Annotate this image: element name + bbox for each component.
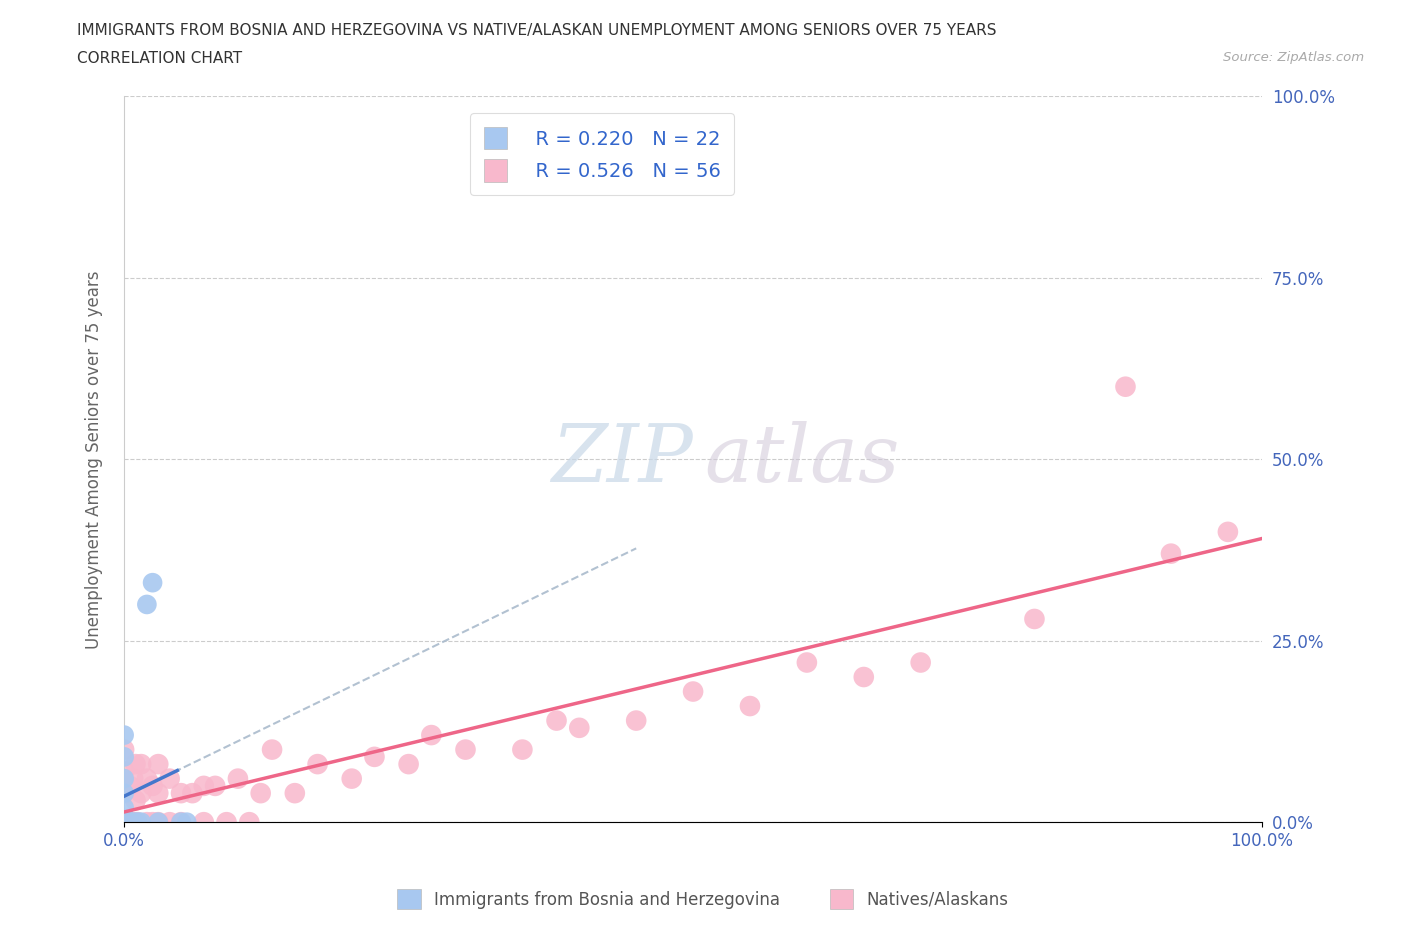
Point	[910, 655, 932, 670]
Point	[124, 815, 146, 830]
Point	[112, 771, 135, 786]
Point	[124, 815, 146, 830]
Point	[226, 771, 249, 786]
Point	[215, 815, 238, 830]
Point	[148, 786, 170, 801]
Point	[135, 815, 157, 830]
Point	[260, 742, 283, 757]
Point	[148, 815, 170, 830]
Point	[398, 757, 420, 772]
Point	[249, 786, 271, 801]
Point	[129, 815, 152, 830]
Point	[193, 815, 215, 830]
Point	[512, 742, 534, 757]
Point	[118, 815, 141, 830]
Point	[129, 757, 152, 772]
Point	[112, 786, 135, 801]
Point	[170, 786, 193, 801]
Text: CORRELATION CHART: CORRELATION CHART	[77, 51, 242, 66]
Point	[112, 815, 135, 830]
Point	[1216, 525, 1239, 539]
Point	[112, 742, 135, 757]
Point	[1160, 546, 1182, 561]
Point	[159, 771, 181, 786]
Legend: Immigrants from Bosnia and Herzegovina, Natives/Alaskans: Immigrants from Bosnia and Herzegovina, …	[389, 881, 1017, 917]
Point	[129, 786, 152, 801]
Point	[121, 815, 143, 830]
Point	[682, 684, 704, 699]
Text: IMMIGRANTS FROM BOSNIA AND HERZEGOVINA VS NATIVE/ALASKAN UNEMPLOYMENT AMONG SENI: IMMIGRANTS FROM BOSNIA AND HERZEGOVINA V…	[77, 23, 997, 38]
Point	[112, 815, 135, 830]
Point	[796, 655, 818, 670]
Point	[454, 742, 477, 757]
Legend:   R = 0.220   N = 22,   R = 0.526   N = 56: R = 0.220 N = 22, R = 0.526 N = 56	[470, 113, 734, 195]
Point	[238, 815, 260, 830]
Point	[121, 815, 143, 830]
Point	[148, 757, 170, 772]
Point	[142, 778, 165, 793]
Point	[135, 771, 157, 786]
Point	[112, 727, 135, 742]
Point	[568, 721, 591, 736]
Point	[112, 815, 135, 830]
Point	[307, 757, 329, 772]
Point	[112, 764, 135, 778]
Point	[176, 815, 198, 830]
Point	[124, 793, 146, 808]
Point	[122, 771, 145, 786]
Y-axis label: Unemployment Among Seniors over 75 years: Unemployment Among Seniors over 75 years	[86, 270, 103, 648]
Point	[546, 713, 568, 728]
Point	[363, 750, 385, 764]
Point	[738, 698, 761, 713]
Text: ZIP: ZIP	[551, 420, 693, 498]
Point	[112, 750, 135, 764]
Point	[1114, 379, 1136, 394]
Point	[127, 815, 149, 830]
Point	[170, 815, 193, 830]
Point	[135, 597, 157, 612]
Point	[142, 815, 165, 830]
Point	[127, 815, 149, 830]
Text: Source: ZipAtlas.com: Source: ZipAtlas.com	[1223, 51, 1364, 64]
Point	[852, 670, 875, 684]
Point	[159, 815, 181, 830]
Point	[112, 815, 135, 830]
Point	[112, 815, 135, 830]
Point	[118, 815, 141, 830]
Point	[204, 778, 226, 793]
Point	[124, 757, 146, 772]
Point	[112, 786, 135, 801]
Point	[112, 815, 135, 830]
Point	[112, 815, 135, 830]
Point	[112, 815, 135, 830]
Point	[170, 815, 193, 830]
Point	[112, 800, 135, 815]
Point	[181, 786, 204, 801]
Point	[284, 786, 307, 801]
Point	[340, 771, 363, 786]
Point	[118, 778, 141, 793]
Point	[193, 778, 215, 793]
Point	[1024, 612, 1046, 627]
Point	[624, 713, 647, 728]
Point	[420, 727, 443, 742]
Point	[112, 815, 135, 830]
Point	[148, 815, 170, 830]
Point	[142, 576, 165, 591]
Point	[112, 815, 135, 830]
Text: atlas: atlas	[704, 420, 900, 498]
